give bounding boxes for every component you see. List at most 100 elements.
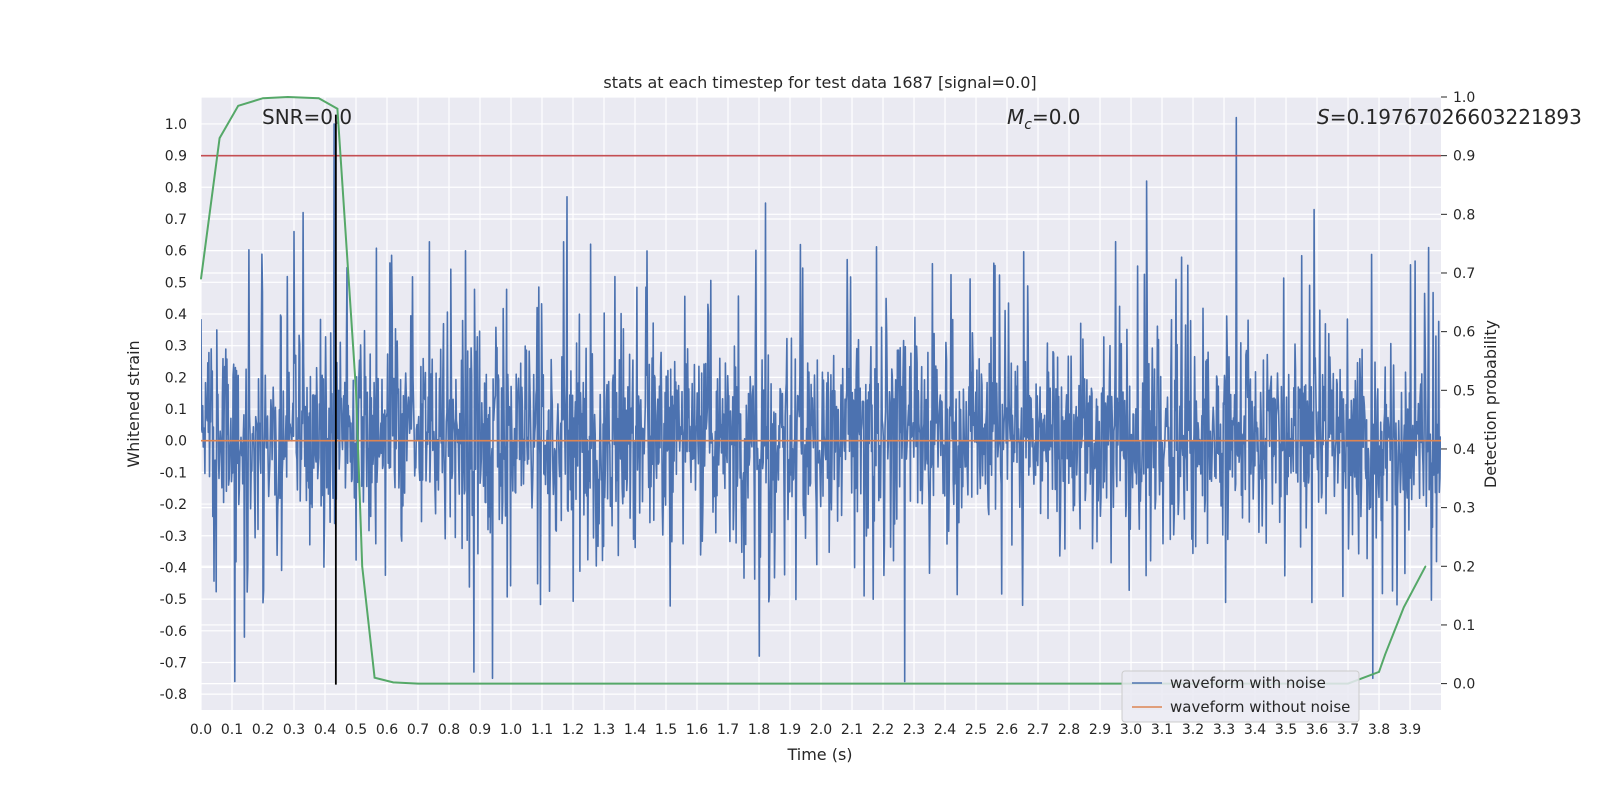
x-tick-label: 1.0	[500, 722, 522, 738]
detection-point	[287, 96, 289, 98]
x-axis-ticks: 0.0 0.1 0.2 0.3 0.4 0.5 0.6 0.7 0.8 0.9 1.0 1.1 1.2 1…	[190, 722, 1421, 738]
x-tick-label: 0.5	[345, 722, 367, 738]
x-tick-label: 3.1	[1151, 722, 1173, 738]
s-value: =0.19767026603221893	[1330, 105, 1582, 129]
x-tick-label: 3.4	[1244, 722, 1266, 738]
y-tick-label: -0.7	[160, 655, 187, 671]
x-tick-label: 1.1	[531, 722, 553, 738]
series-waveform-with-noise	[201, 116, 1441, 683]
x-tick-label: 1.2	[562, 722, 584, 738]
y-tick-label: -0.1	[160, 465, 187, 481]
x-tick-label: 3.2	[1182, 722, 1204, 738]
mc-value: =0.0	[1032, 105, 1081, 129]
x-tick-label: 3.0	[1120, 722, 1142, 738]
x-tick-label: 0.2	[252, 722, 274, 738]
detection-point	[200, 278, 202, 280]
x-tick-label: 0.9	[469, 722, 491, 738]
detection-point	[417, 682, 419, 685]
y-tick-label: 0.0	[165, 434, 187, 450]
x-tick-label: 0.8	[438, 722, 460, 738]
y2-tick-label: 0.1	[1453, 618, 1475, 634]
y2-tick-label: 0.2	[1453, 559, 1475, 575]
detection-point	[318, 97, 320, 99]
x-tick-label: 2.1	[841, 722, 863, 738]
x-tick-label: 2.4	[934, 722, 956, 738]
y-tick-label: 0.9	[165, 149, 187, 165]
x-tick-label: 2.0	[810, 722, 832, 738]
legend-box	[1121, 670, 1360, 723]
y2-axis-label: Detection probability	[1481, 320, 1500, 488]
detection-point	[262, 97, 264, 99]
x-tick-label: 3.9	[1399, 722, 1421, 738]
detection-point	[373, 676, 376, 679]
series-detection-probability	[200, 95, 1427, 685]
x-tick-label: 3.3	[1213, 722, 1235, 738]
y-tick-label: 0.2	[165, 370, 187, 386]
y-tick-label: 1.0	[165, 117, 187, 133]
x-tick-label: 1.3	[593, 722, 615, 738]
x-tick-label: 2.7	[1027, 722, 1049, 738]
x-tick-label: 2.6	[996, 722, 1018, 738]
overlay-lines	[200, 95, 1441, 685]
detection-point	[1384, 653, 1386, 656]
y-tick-label: 0.4	[165, 307, 187, 323]
detection-point	[361, 565, 364, 568]
detection-point	[1424, 565, 1427, 568]
y-tick-label: -0.3	[160, 529, 187, 545]
x-tick-label: 3.6	[1306, 722, 1328, 738]
y2-tick-label: 0.5	[1453, 383, 1475, 399]
x-axis-label: Time (s)	[786, 745, 852, 764]
y-axis-left-ticks: -0.8 -0.7 -0.6 -0.5 -0.4 -0.3 -0.2 -0.1 0.0 0.1 0.…	[160, 117, 187, 703]
x-tick-label: 2.2	[872, 722, 894, 738]
y-tick-label: 0.8	[165, 180, 187, 196]
x-tick-label: 0.6	[376, 722, 398, 738]
x-tick-label: 0.4	[314, 722, 336, 738]
y2-tick-label: 0.8	[1453, 207, 1475, 223]
x-tick-label: 3.7	[1337, 722, 1359, 738]
x-tick-label: 0.3	[283, 722, 305, 738]
s-annotation: S=0.19767026603221893	[1317, 105, 1582, 129]
y-axis-label: Whitened strain	[124, 340, 143, 467]
legend-label-clean: waveform without noise	[1170, 698, 1350, 716]
x-tick-label: 2.8	[1058, 722, 1080, 738]
s-symbol: S	[1317, 105, 1330, 129]
y2-tick-label: 0.7	[1453, 266, 1475, 282]
detection-point	[355, 389, 357, 392]
y-tick-label: 0.3	[165, 339, 187, 355]
legend: waveform with noise waveform without noi…	[1121, 670, 1360, 723]
mc-annotation: Mc=0.0	[1007, 105, 1081, 133]
y-tick-label: -0.6	[160, 624, 187, 640]
snr-annotation: SNR=0.0	[262, 105, 352, 129]
x-tick-label: 0.0	[190, 722, 212, 738]
y2-tick-label: 0.4	[1453, 442, 1475, 458]
legend-label-noise: waveform with noise	[1170, 674, 1326, 692]
y-axis-right-ticks: 0.0 0.1 0.2 0.3 0.4 0.5 0.6 0.7 0.8 0.9 1.0	[1441, 90, 1475, 693]
y-tick-label: -0.2	[160, 497, 187, 513]
x-tick-label: 2.5	[965, 722, 987, 738]
y-tick-label: -0.8	[160, 687, 187, 703]
x-tick-label: 1.5	[655, 722, 677, 738]
x-tick-label: 1.9	[779, 722, 801, 738]
mc-subscript: c	[1024, 117, 1032, 133]
chart-title: stats at each timestep for test data 168…	[603, 73, 1036, 92]
x-tick-label: 2.9	[1089, 722, 1111, 738]
detection-point	[336, 107, 339, 110]
y-tick-label: 0.7	[165, 212, 187, 228]
noise-trace	[201, 116, 1441, 683]
x-tick-label: 3.8	[1368, 722, 1390, 738]
x-tick-label: 0.1	[221, 722, 243, 738]
y-tick-label: -0.5	[160, 592, 187, 608]
x-tick-label: 1.4	[624, 722, 646, 738]
x-tick-label: 0.7	[407, 722, 429, 738]
detection-point	[1378, 671, 1380, 673]
y2-tick-label: 0.9	[1453, 149, 1475, 165]
y2-tick-label: 0.0	[1453, 677, 1475, 693]
y-tick-label: 0.1	[165, 402, 187, 418]
x-tick-label: 1.7	[717, 722, 739, 738]
y-tick-label: 0.6	[165, 244, 187, 260]
y2-tick-label: 0.3	[1453, 501, 1475, 517]
detection-point	[218, 137, 221, 139]
x-tick-label: 1.6	[686, 722, 708, 738]
x-tick-label: 2.3	[903, 722, 925, 738]
